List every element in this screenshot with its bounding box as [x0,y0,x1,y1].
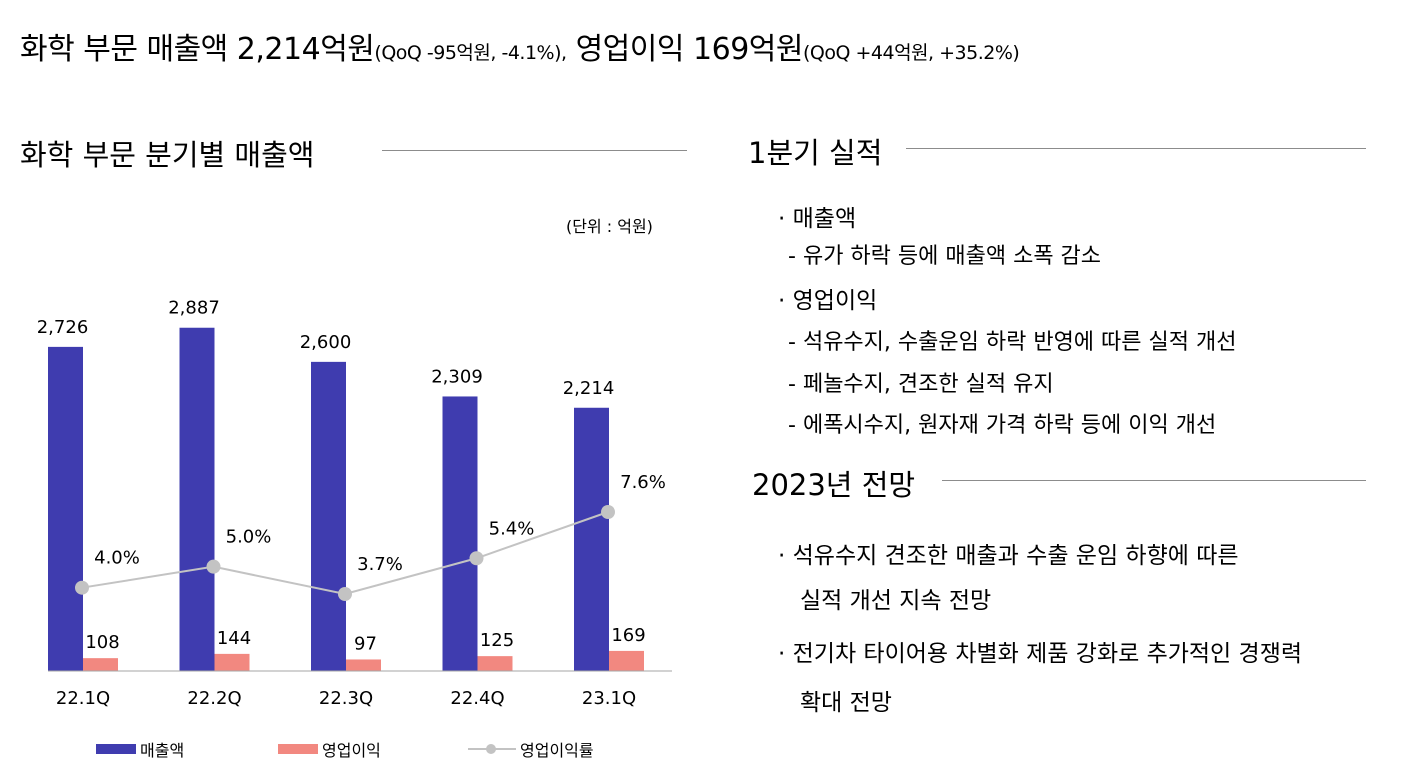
outlook-item-2-cont: 확대 전망 [800,690,892,716]
op-profit-bar [477,656,513,671]
sales-data-label: 2,309 [431,366,483,387]
op-profit-bar [83,658,118,671]
x-tick-label: 22.3Q [319,688,373,709]
legend-sales-label: 매출액 [140,741,185,760]
headline-op-profit-qoq: (QoQ +44억원, +35.2%) [802,42,1020,64]
q1-sales-item-text: 유가 하락 등에 매출액 소폭 감소 [802,244,1102,269]
op-profit-data-label: 97 [354,633,377,654]
bullet-dot: · [778,641,786,667]
op-profit-data-label: 144 [217,628,251,649]
q1-results-title: 1분기 실적 [748,130,899,172]
sales-data-label: 2,214 [563,378,615,399]
headline: 화학 부문 매출액 2,214억원(QoQ -95억원, -4.1%), 영업이… [20,24,1020,68]
x-tick-label: 22.2Q [187,688,241,709]
op-margin-point [75,580,89,595]
unit-label: (단위 : 억원) [566,217,653,236]
q1-op-profit-item-2: - 페놀수지, 견조한 실적 유지 [788,366,1054,398]
q1-op-profit-heading: · 영업이익 [778,281,877,315]
outlook-item-1-cont: 실적 개선 지속 전망 [800,588,992,614]
op-profit-data-label: 108 [85,632,119,653]
legend-sales-swatch [96,744,136,754]
x-tick-label: 22.1Q [56,688,110,709]
sales-data-label: 2,726 [37,317,89,338]
outlook-title-rule [942,480,1366,481]
sales-bar [574,407,609,671]
outlook-item-2-line1: 전기차 타이어용 차별화 제품 강화로 추가적인 경쟁력 [792,641,1303,667]
op-margin-data-label: 5.0% [226,527,272,548]
op-margin-data-label: 5.4% [489,518,535,539]
left-title-rule [382,150,687,151]
legend-op-margin-swatch [468,744,516,754]
q1-op-profit-item-1: - 석유수지, 수출운임 하락 반영에 따른 실적 개선 [788,324,1236,356]
sales-bar [311,361,346,671]
sales-data-label: 2,887 [168,298,220,319]
dash-mark: - [788,330,796,355]
bullet-dot: · [778,288,786,314]
dash-mark: - [788,244,796,269]
op-margin-point [338,587,352,601]
sales-bar [442,396,478,671]
op-margin-data-label: 7.6% [620,472,666,493]
legend-op-margin: 영업이익률 [468,737,594,761]
op-profit-data-label: 169 [611,625,645,646]
x-tick-label: 22.4Q [450,688,504,709]
dash-mark: - [788,372,796,397]
op-margin-data-label: 4.0% [94,548,140,569]
q1-sales-heading: · 매출액 [778,199,856,233]
legend-op-profit-label: 영업이익 [322,741,381,760]
q1-title-rule [906,148,1366,149]
outlook-item-1-line1: 석유수지 견조한 매출과 수출 운임 하향에 따른 [792,543,1239,569]
q1-op-profit-item-1-text: 석유수지, 수출운임 하락 반영에 따른 실적 개선 [802,330,1237,355]
outlook-item-1: · 석유수지 견조한 매출과 수출 운임 하향에 따른 [778,536,1239,570]
q1-op-profit-item-3: - 에폭시수지, 원자재 가격 하락 등에 이익 개선 [788,407,1216,439]
quarterly-sales-chart: 2,726 108 22.1Q 2,887 144 22.2Q 2,600 97 22.3Q 2,… [37,298,672,709]
q1-op-profit-item-3-text: 에폭시수지, 원자재 가격 하락 등에 이익 개선 [802,413,1217,438]
legend-op-margin-label: 영업이익률 [520,741,594,760]
sales-bar [48,346,83,671]
op-profit-bar [214,653,250,671]
outlook-title: 2023년 전망 [752,462,932,504]
q1-sales-item: - 유가 하락 등에 매출액 소폭 감소 [788,238,1101,270]
q1-sales-heading-text: 매출액 [792,206,857,232]
op-margin-data-label: 3.7% [357,554,403,575]
outlook-item-2: · 전기차 타이어용 차별화 제품 강화로 추가적인 경쟁력 [778,634,1302,668]
bullet-dot: · [778,543,786,569]
headline-sales-qoq: (QoQ -95억원, -4.1%), [374,42,567,64]
legend-op-profit: 영업이익 [278,737,381,761]
left-section-title: 화학 부문 분기별 매출액 [20,132,331,174]
sales-data-label: 2,600 [300,332,352,353]
dash-mark: - [788,413,796,438]
op-margin-point [206,559,221,574]
headline-sales: 화학 부문 매출액 2,214억원 [20,32,375,67]
op-profit-bar [609,650,644,671]
op-profit-bar [346,659,381,671]
op-margin-point [601,505,615,519]
q1-op-profit-heading-text: 영업이익 [792,288,878,314]
legend-sales: 매출액 [96,737,184,761]
op-margin-point [469,551,484,566]
bullet-dot: · [778,206,786,232]
q1-op-profit-item-2-text: 페놀수지, 견조한 실적 유지 [802,372,1054,397]
x-tick-label: 23.1Q [582,688,636,709]
headline-op-profit: 영업이익 169억원 [566,32,804,67]
op-profit-data-label: 125 [480,630,514,651]
legend-op-profit-swatch [278,744,318,754]
sales-bar [179,327,215,671]
